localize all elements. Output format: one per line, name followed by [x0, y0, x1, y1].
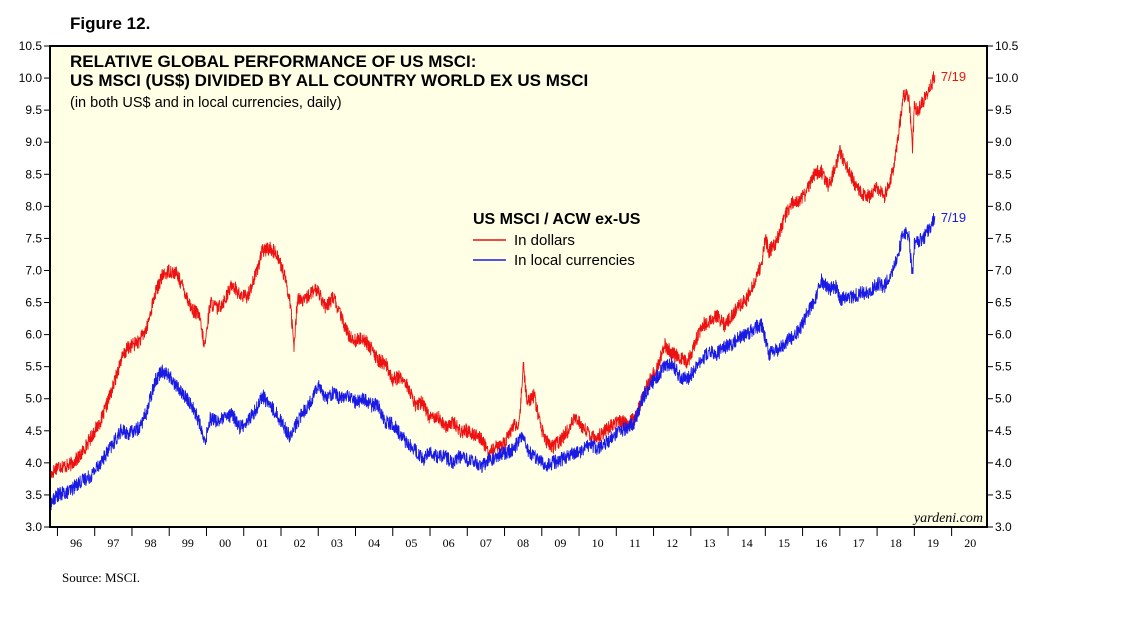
y-tick-label-right: 5.0: [995, 392, 1012, 406]
figure-label: Figure 12.: [70, 14, 151, 33]
y-tick-label-left: 9.5: [25, 103, 42, 117]
x-tick-label: 05: [405, 536, 417, 550]
y-tick-label-right: 7.5: [995, 231, 1012, 245]
x-tick-label: 08: [517, 536, 529, 550]
chart-title-line-1: RELATIVE GLOBAL PERFORMANCE OF US MSCI:: [70, 52, 476, 71]
x-tick-label: 13: [703, 536, 715, 550]
series-layer: [49, 71, 936, 511]
y-tick-label-left: 3.5: [25, 488, 42, 502]
source-note: Source: MSCI.: [62, 570, 140, 585]
legend-label-dollars: In dollars: [514, 232, 575, 249]
x-tick-label: 01: [256, 536, 268, 550]
watermark-yardeni: yardeni.com: [912, 511, 983, 526]
y-tick-label-left: 5.0: [25, 392, 42, 406]
legend-title: US MSCI / ACW ex-US: [473, 211, 641, 228]
y-tick-label-right: 6.0: [995, 328, 1012, 342]
y-tick-label-left: 4.5: [25, 424, 42, 438]
axis-layer: 3.0 3.0 3.5 3.5 4.0 4.0 4.5 4.5 5.0 5.0 5.5 5.5 6.0 6…: [19, 39, 1019, 550]
y-tick-label-left: 4.0: [25, 456, 42, 470]
x-tick-label: 19: [927, 536, 939, 550]
y-tick-label-right: 8.5: [995, 167, 1012, 181]
y-tick-label-right: 6.5: [995, 296, 1012, 310]
y-tick-label-left: 10.5: [19, 39, 43, 53]
y-tick-label-right: 4.5: [995, 424, 1012, 438]
x-tick-label: 16: [815, 536, 827, 550]
y-tick-label-left: 7.0: [25, 263, 42, 277]
x-tick-label: 12: [666, 536, 678, 550]
y-tick-label-left: 10.0: [19, 71, 43, 85]
y-tick-label-right: 10.0: [995, 71, 1019, 85]
y-tick-label-right: 4.0: [995, 456, 1012, 470]
x-tick-label: 11: [629, 536, 641, 550]
y-tick-label-right: 5.5: [995, 360, 1012, 374]
x-tick-label: 15: [778, 536, 790, 550]
x-tick-label: 10: [592, 536, 604, 550]
y-tick-label-left: 6.0: [25, 328, 42, 342]
x-tick-label: 14: [741, 536, 753, 550]
y-tick-label-right: 3.5: [995, 488, 1012, 502]
x-tick-label: 02: [294, 536, 306, 550]
y-tick-label-right: 9.5: [995, 103, 1012, 117]
y-tick-label-left: 8.0: [25, 199, 42, 213]
chart-title-line-2: US MSCI (US$) DIVIDED BY ALL COUNTRY WOR…: [70, 71, 588, 90]
series-line-local: [49, 212, 936, 511]
x-tick-label: 00: [219, 536, 231, 550]
x-tick-label: 20: [964, 536, 976, 550]
plot-background: [50, 46, 987, 527]
y-tick-label-left: 7.5: [25, 231, 42, 245]
y-tick-label-right: 8.0: [995, 199, 1012, 213]
y-tick-label-left: 5.5: [25, 360, 42, 374]
x-tick-label: 97: [107, 536, 119, 550]
y-tick-label-left: 3.0: [25, 520, 42, 534]
y-tick-label-right: 3.0: [995, 520, 1012, 534]
y-tick-label-left: 9.0: [25, 135, 42, 149]
x-tick-label: 98: [145, 536, 157, 550]
x-tick-label: 03: [331, 536, 343, 550]
x-tick-label: 06: [443, 536, 455, 550]
end-label-dollars: 7/19: [941, 69, 966, 84]
chart-subtitle: (in both US$ and in local currencies, da…: [70, 95, 342, 111]
y-tick-label-right: 9.0: [995, 135, 1012, 149]
x-tick-label: 07: [480, 536, 492, 550]
x-tick-label: 04: [368, 536, 380, 550]
x-tick-label: 17: [852, 536, 864, 550]
end-label-local: 7/19: [941, 210, 966, 225]
plot-frame: [49, 45, 988, 528]
x-tick-label: 96: [70, 536, 82, 550]
y-tick-label-right: 7.0: [995, 263, 1012, 277]
x-tick-label: 18: [890, 536, 902, 550]
x-tick-label: 99: [182, 536, 194, 550]
y-tick-label-right: 10.5: [995, 39, 1019, 53]
x-tick-label: 09: [554, 536, 566, 550]
y-tick-label-left: 8.5: [25, 167, 42, 181]
legend-label-local: In local currencies: [514, 252, 635, 269]
y-tick-label-left: 6.5: [25, 296, 42, 310]
